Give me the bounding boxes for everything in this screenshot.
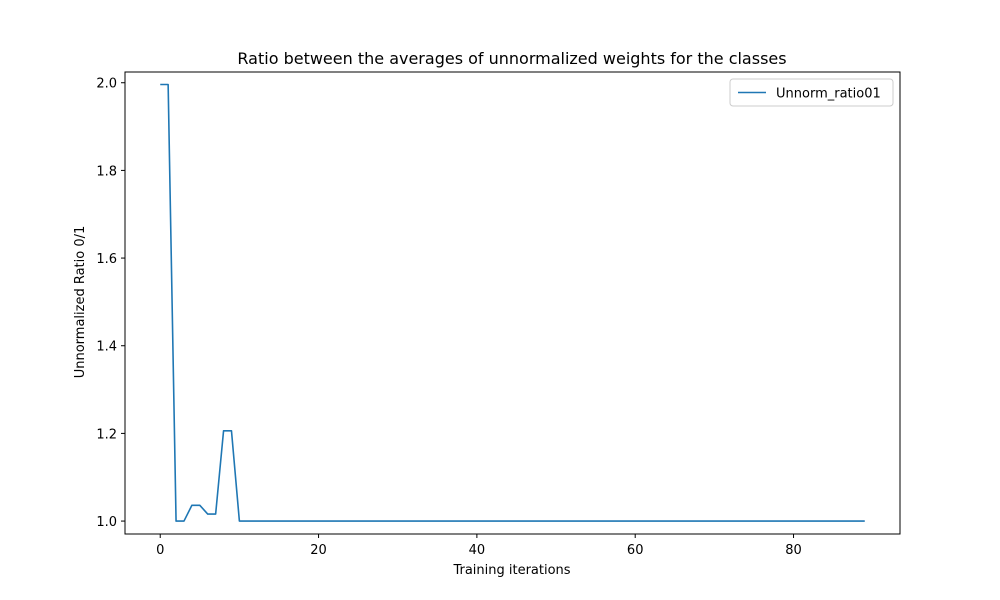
y-tick-label: 2.0	[96, 77, 117, 92]
y-tick-label: 1.2	[96, 427, 117, 442]
y-tick-label: 1.4	[96, 340, 117, 355]
chart-title: Ratio between the averages of unnormaliz…	[237, 49, 786, 68]
legend-label: Unnorm_ratio01	[776, 87, 881, 102]
plot-frame	[124, 71, 901, 535]
x-axis-label: Training iterations	[452, 563, 570, 578]
legend-box	[729, 78, 894, 107]
series-layer	[160, 83, 865, 522]
legend: Unnorm_ratio01	[729, 78, 894, 107]
x-tick-label: 80	[785, 543, 802, 558]
y-axis: 1.0 1.2 1.4 1.6 1.8 2.0	[96, 77, 125, 530]
y-axis-label: Unnormalized Ratio 0/1	[73, 226, 88, 379]
series-line	[160, 83, 865, 522]
y-tick-label: 1.6	[96, 252, 117, 267]
plot-area	[124, 71, 901, 535]
x-tick-label: 0	[156, 543, 164, 558]
y-tick-label: 1.8	[96, 164, 117, 179]
x-axis: 0 20 40 60 80	[156, 534, 802, 558]
x-tick-label: 40	[469, 543, 486, 558]
y-tick-label: 1.0	[96, 515, 117, 530]
x-tick-label: 60	[627, 543, 644, 558]
x-tick-label: 20	[310, 543, 327, 558]
